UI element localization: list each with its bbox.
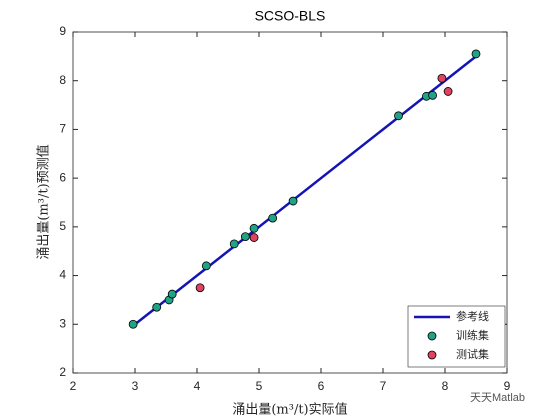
x-tick-label: 3 [132,379,139,393]
y-tick-label: 5 [59,219,66,233]
point [195,283,205,293]
chart-title: SCSO-BLS [255,8,326,24]
point [128,319,138,329]
watermark: 天天Matlab [470,392,525,404]
legend-label: 参考线 [456,309,489,323]
point [443,87,453,96]
x-tick-label: 8 [442,379,449,393]
point [428,90,438,100]
reference-line [132,55,477,327]
x-tick-label: 5 [256,379,263,393]
y-tick-label: 7 [59,122,66,136]
point [249,233,259,242]
legend-swatch [427,350,437,360]
y-tick-label: 8 [59,73,66,87]
point [229,239,239,249]
point [240,232,250,242]
y-tick-label: 4 [59,268,66,282]
y-tick-label: 3 [59,316,66,330]
point [249,223,259,233]
x-tick-label: 9 [504,379,511,393]
y-tick-label: 6 [59,170,66,184]
y-tick-label: 2 [59,365,66,379]
x-tick-label: 2 [70,379,77,393]
point [288,196,298,206]
x-tick-label: 6 [318,379,325,393]
y-tick-label: 9 [59,24,66,38]
legend-swatch [427,331,437,341]
x-tick-label: 4 [194,379,201,393]
point [167,289,177,299]
point [152,302,162,312]
legend-label: 训练集 [456,328,489,342]
point [394,111,403,121]
point [437,73,447,83]
point [201,261,211,271]
legend-label: 测试集 [456,347,489,361]
x-tick-label: 7 [380,379,387,393]
y-axis-label: 涌出量(m³/t)预测值 [36,144,52,259]
point [268,213,278,223]
point [471,49,481,59]
x-axis-label: 涌出量(m³/t)实际值 [232,402,347,418]
